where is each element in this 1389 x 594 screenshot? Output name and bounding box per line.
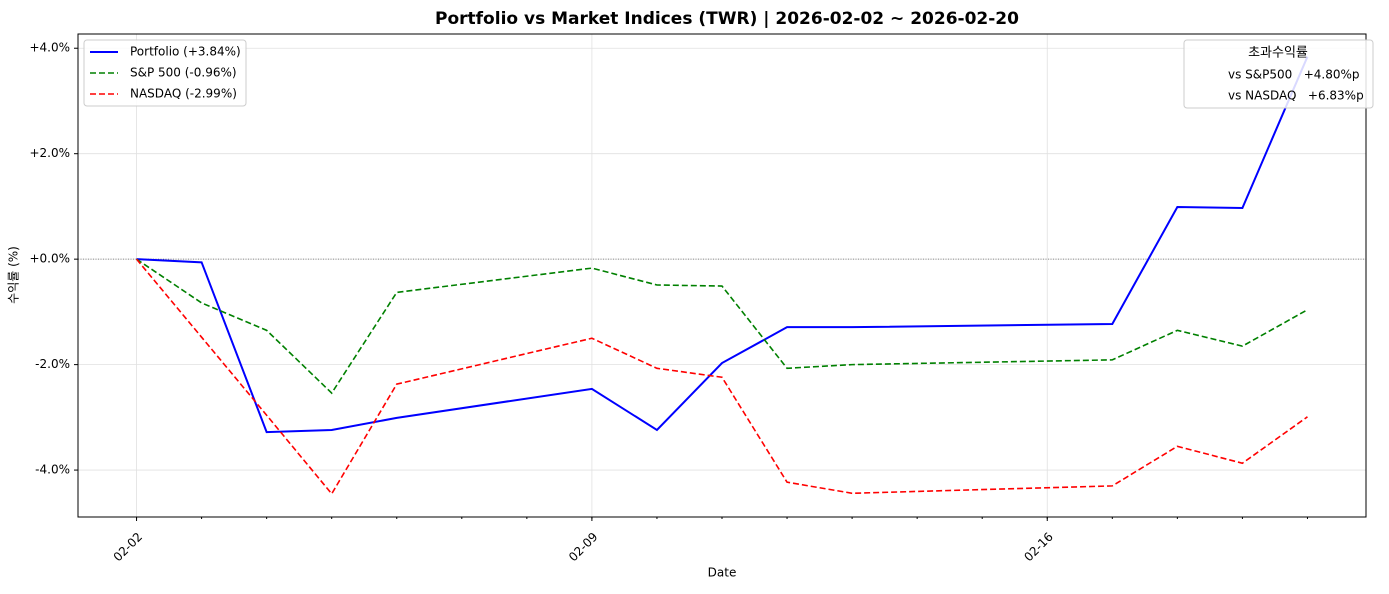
excess-row: vs S&P500 +4.80%p: [1228, 68, 1360, 82]
excess-title: 초과수익률: [1248, 46, 1308, 61]
x-tick-label: 02-16: [1021, 530, 1056, 565]
y-tick-label: -4.0%: [35, 463, 70, 477]
legend-box: [83, 39, 247, 107]
x-axis-label: Date: [708, 566, 737, 580]
x-tick-label: 02-09: [566, 530, 601, 565]
series-line: [136, 56, 1309, 434]
series-line: [135, 258, 1308, 496]
chart-title: Portfolio vs Market Indices (TWR) | 2026…: [435, 9, 1019, 29]
legend-label: NASDAQ (-2.99%): [130, 87, 237, 101]
legend-label: Portfolio (+3.84%): [130, 45, 241, 59]
series-line: [136, 258, 1308, 395]
excess-row: vs NASDAQ +6.83%p: [1228, 89, 1364, 103]
plot-frame: [77, 33, 1367, 518]
excess-box: [1183, 39, 1374, 109]
x-tick-label: 02-02: [111, 530, 146, 565]
y-tick-label: +4.0%: [29, 41, 70, 55]
legend-label: S&P 500 (-0.96%): [130, 66, 237, 80]
y-tick-label: +2.0%: [29, 146, 70, 160]
y-tick-label: -2.0%: [35, 357, 70, 371]
y-tick-label: +0.0%: [29, 252, 70, 266]
y-axis-label: 수익률 (%): [7, 246, 21, 304]
